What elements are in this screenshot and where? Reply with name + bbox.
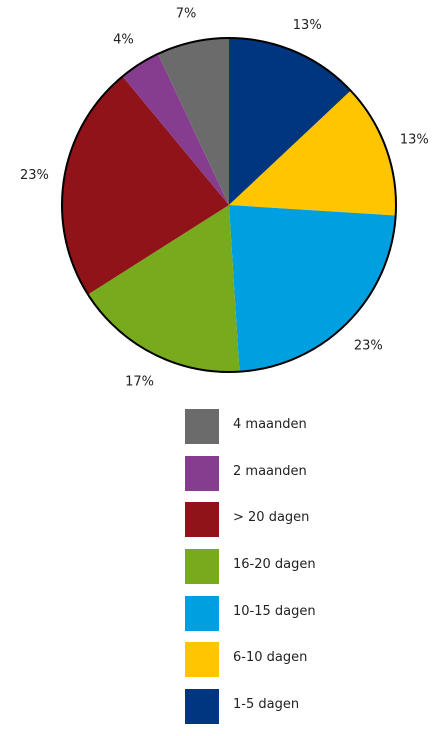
pie-slice [229,38,351,205]
legend-label: 10-15 dagen [233,603,316,619]
legend-label: 1-5 dagen [233,697,300,713]
slice-percent-label: 7% [176,7,197,22]
pie-slice [157,38,229,205]
legend-swatch [185,689,219,725]
pie-outline [61,37,397,373]
slice-percent-label: 13% [293,18,322,33]
legend-label: 4 maanden [233,417,307,432]
legend-swatch [185,642,219,678]
legend-swatch [185,502,219,538]
legend-swatch [185,455,219,491]
pie-slice [62,76,229,295]
pie-slice [122,53,229,205]
legend-swatch [185,595,219,631]
legend-label: 6-10 dagen [233,650,308,666]
slice-percent-label: 23% [354,338,383,353]
legend-label: > 20 dagen [233,510,310,526]
legend-label: 2 maanden [233,463,307,479]
pie-slice [229,90,397,216]
legend-label: 16-20 dagen [233,557,316,573]
pie-slice [87,205,240,373]
legend-swatch [185,549,219,585]
slice-percent-label: 17% [125,375,154,390]
slice-percent-label: 23% [20,168,49,183]
legend-swatch [185,409,219,444]
pie-slice [229,205,396,372]
pie-chart: 13% 13% 23% 17% 23% 4% 7% [20,7,429,390]
slice-percent-label: 13% [400,132,429,147]
slice-percent-label: 4% [113,33,134,48]
